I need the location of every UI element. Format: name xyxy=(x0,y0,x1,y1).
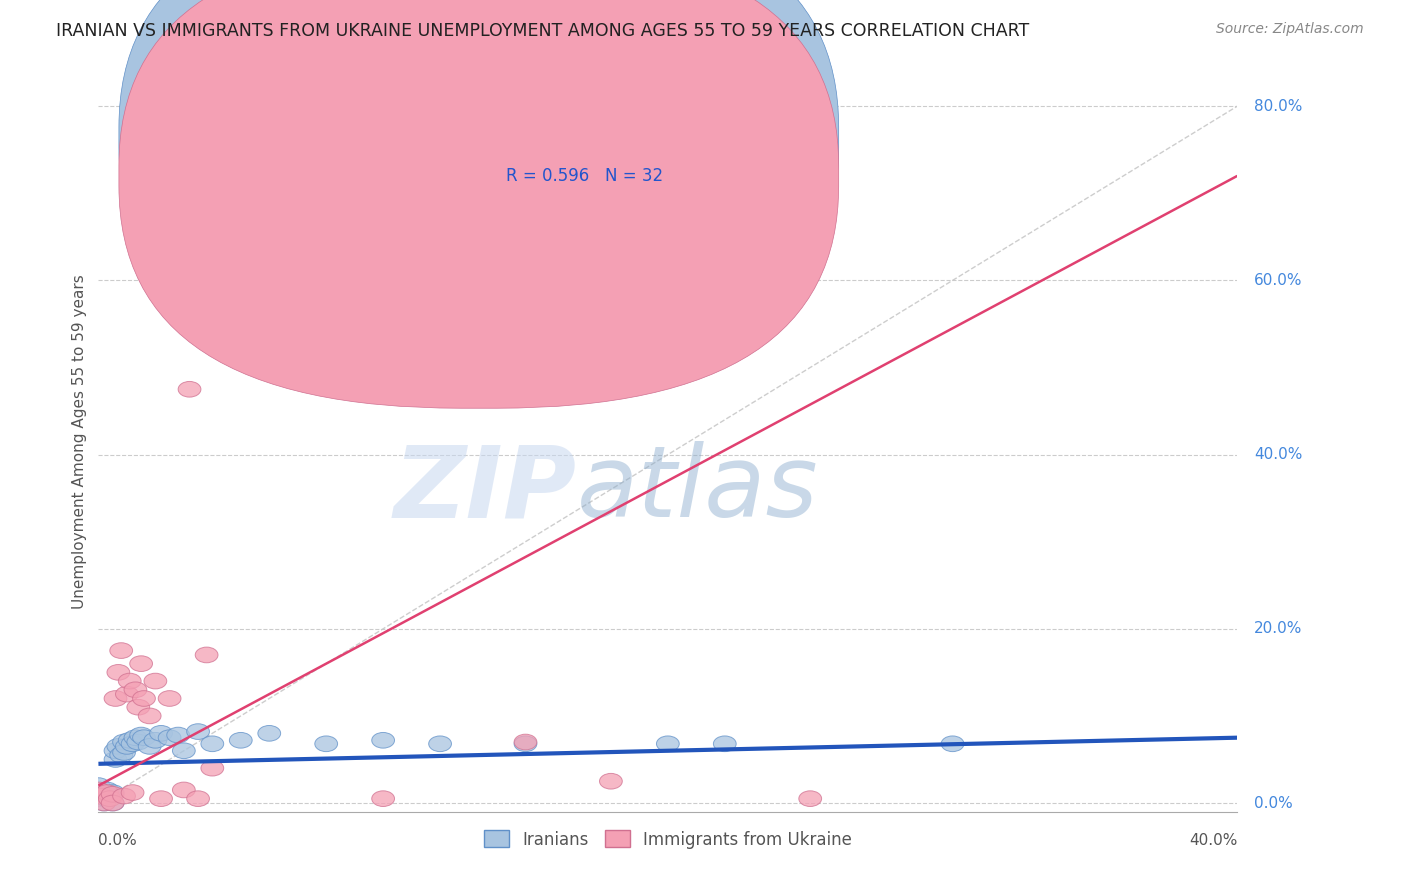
Ellipse shape xyxy=(257,725,281,741)
Ellipse shape xyxy=(127,699,149,715)
Text: 40.0%: 40.0% xyxy=(1254,447,1303,462)
Ellipse shape xyxy=(98,789,121,804)
Ellipse shape xyxy=(257,359,281,376)
Text: R = 0.596   N = 32: R = 0.596 N = 32 xyxy=(506,167,664,185)
Ellipse shape xyxy=(93,795,115,811)
Ellipse shape xyxy=(713,736,737,752)
Ellipse shape xyxy=(179,382,201,397)
Text: ZIP: ZIP xyxy=(394,442,576,538)
Ellipse shape xyxy=(941,736,965,752)
Ellipse shape xyxy=(112,734,135,750)
Ellipse shape xyxy=(201,736,224,752)
Ellipse shape xyxy=(138,708,162,723)
Ellipse shape xyxy=(515,734,537,750)
Ellipse shape xyxy=(138,739,162,755)
Ellipse shape xyxy=(101,787,124,802)
Ellipse shape xyxy=(143,673,167,689)
Ellipse shape xyxy=(315,736,337,752)
Text: R = 0.062   N = 39: R = 0.062 N = 39 xyxy=(506,128,664,146)
Ellipse shape xyxy=(98,791,121,806)
Text: Source: ZipAtlas.com: Source: ZipAtlas.com xyxy=(1216,22,1364,37)
Ellipse shape xyxy=(96,785,118,800)
Text: 40.0%: 40.0% xyxy=(1189,833,1237,848)
Ellipse shape xyxy=(657,736,679,752)
Ellipse shape xyxy=(96,782,118,797)
Ellipse shape xyxy=(90,789,112,804)
Ellipse shape xyxy=(129,656,152,672)
Ellipse shape xyxy=(118,673,141,689)
Ellipse shape xyxy=(110,643,132,658)
Ellipse shape xyxy=(159,730,181,746)
Ellipse shape xyxy=(799,791,821,806)
Text: 20.0%: 20.0% xyxy=(1254,622,1303,636)
Text: 0.0%: 0.0% xyxy=(1254,796,1294,811)
Ellipse shape xyxy=(173,782,195,797)
FancyBboxPatch shape xyxy=(120,0,839,409)
Ellipse shape xyxy=(599,773,623,789)
Ellipse shape xyxy=(118,732,141,748)
Ellipse shape xyxy=(87,778,110,793)
Text: IRANIAN VS IMMIGRANTS FROM UKRAINE UNEMPLOYMENT AMONG AGES 55 TO 59 YEARS CORREL: IRANIAN VS IMMIGRANTS FROM UKRAINE UNEMP… xyxy=(56,22,1029,40)
Ellipse shape xyxy=(187,791,209,806)
Text: 60.0%: 60.0% xyxy=(1254,273,1303,288)
Ellipse shape xyxy=(127,734,149,750)
Ellipse shape xyxy=(104,752,127,767)
Ellipse shape xyxy=(132,690,156,706)
Ellipse shape xyxy=(143,732,167,748)
Ellipse shape xyxy=(104,690,127,706)
Ellipse shape xyxy=(167,727,190,743)
Ellipse shape xyxy=(371,732,395,748)
Ellipse shape xyxy=(124,730,146,746)
Ellipse shape xyxy=(112,745,135,760)
Legend: Iranians, Immigrants from Ukraine: Iranians, Immigrants from Ukraine xyxy=(477,823,859,855)
Ellipse shape xyxy=(159,690,181,706)
Ellipse shape xyxy=(87,782,110,797)
Ellipse shape xyxy=(149,791,173,806)
FancyBboxPatch shape xyxy=(446,116,707,201)
Ellipse shape xyxy=(115,739,138,755)
Ellipse shape xyxy=(90,787,112,802)
Ellipse shape xyxy=(87,791,110,806)
Ellipse shape xyxy=(187,723,209,739)
Y-axis label: Unemployment Among Ages 55 to 59 years: Unemployment Among Ages 55 to 59 years xyxy=(72,274,87,609)
Ellipse shape xyxy=(112,789,135,804)
Ellipse shape xyxy=(110,747,132,763)
Text: 0.0%: 0.0% xyxy=(98,833,138,848)
Ellipse shape xyxy=(93,795,115,811)
Ellipse shape xyxy=(371,791,395,806)
Ellipse shape xyxy=(429,736,451,752)
Text: 80.0%: 80.0% xyxy=(1254,99,1303,113)
FancyBboxPatch shape xyxy=(120,0,839,369)
Ellipse shape xyxy=(101,795,124,811)
Ellipse shape xyxy=(107,739,129,755)
Ellipse shape xyxy=(101,785,124,800)
Ellipse shape xyxy=(515,736,537,752)
Ellipse shape xyxy=(96,791,118,806)
Ellipse shape xyxy=(173,743,195,758)
Ellipse shape xyxy=(124,682,146,698)
Ellipse shape xyxy=(229,732,252,748)
Ellipse shape xyxy=(121,785,143,800)
Ellipse shape xyxy=(115,686,138,702)
Text: atlas: atlas xyxy=(576,442,818,538)
Ellipse shape xyxy=(121,736,143,752)
Ellipse shape xyxy=(129,727,152,743)
Ellipse shape xyxy=(201,760,224,776)
Ellipse shape xyxy=(195,647,218,663)
Ellipse shape xyxy=(149,725,173,741)
Ellipse shape xyxy=(107,665,129,681)
Ellipse shape xyxy=(101,795,124,811)
Ellipse shape xyxy=(104,743,127,758)
Ellipse shape xyxy=(132,730,156,746)
